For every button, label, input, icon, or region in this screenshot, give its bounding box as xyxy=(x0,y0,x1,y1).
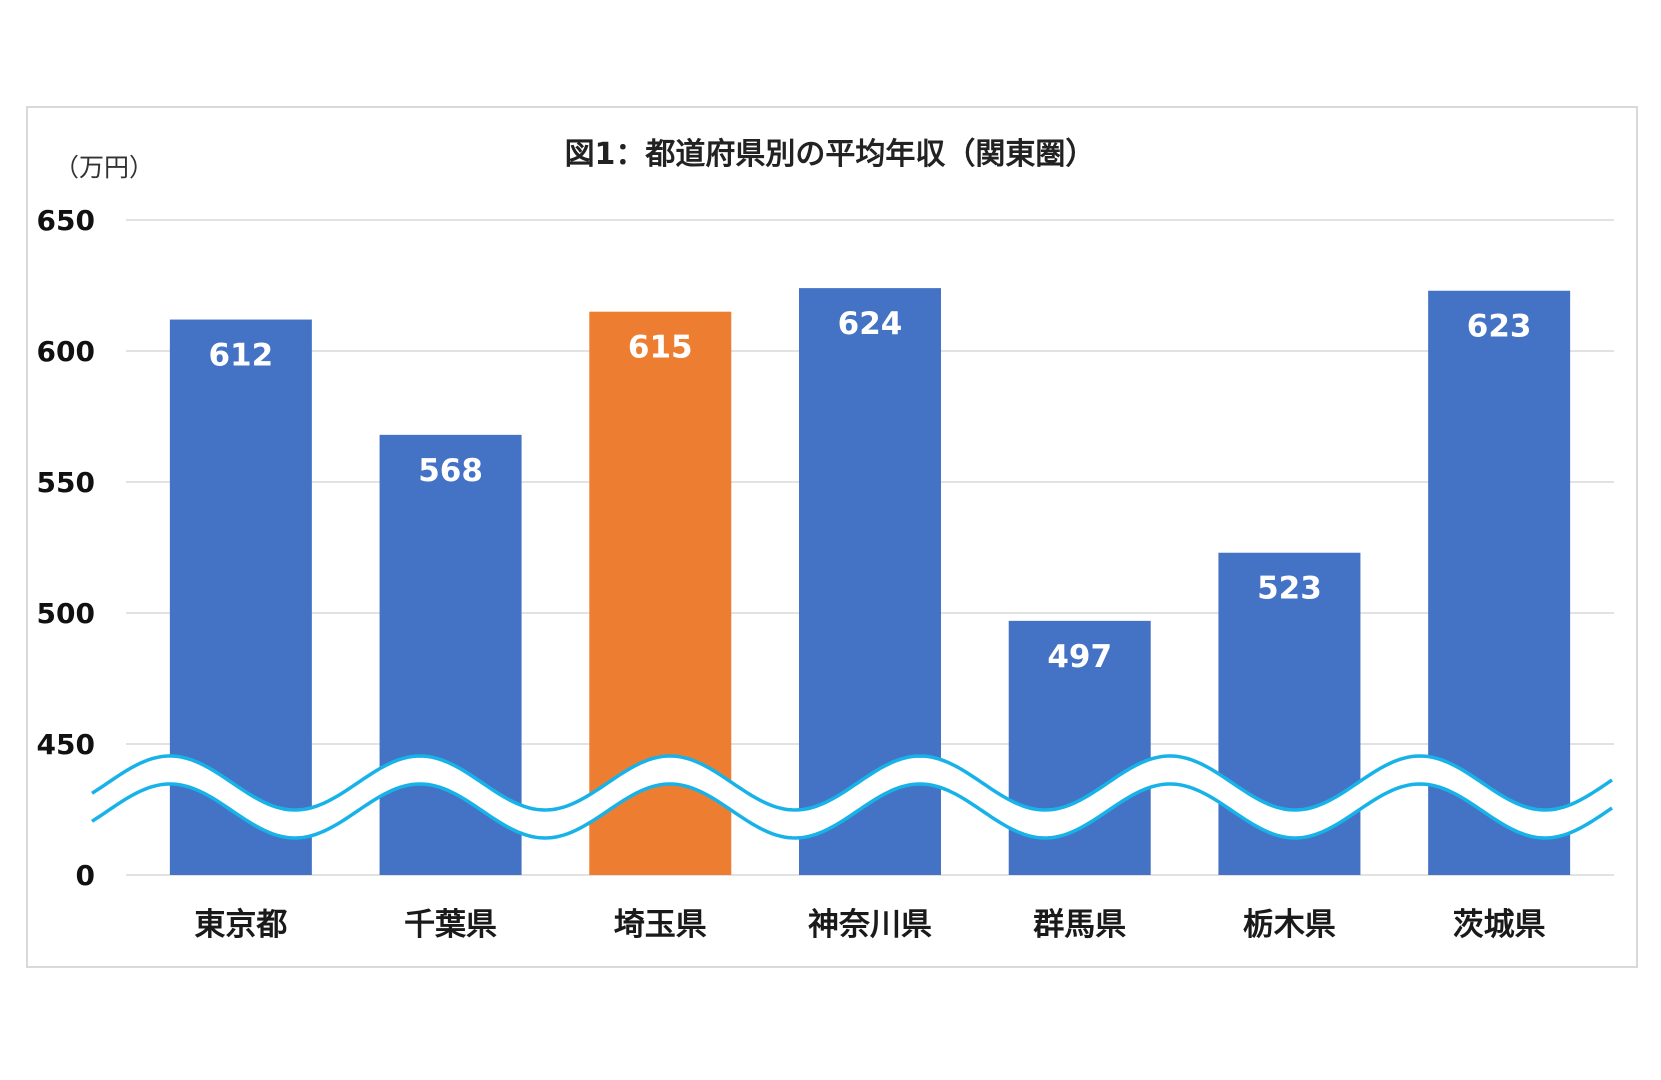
y-tick-label: 0 xyxy=(76,859,95,892)
chart-frame xyxy=(26,106,1638,968)
x-tick-label: 茨城県 xyxy=(1453,907,1546,943)
y-tick-label: 650 xyxy=(37,204,95,237)
y-tick-label: 600 xyxy=(37,335,95,368)
data-label: 568 xyxy=(418,453,483,489)
break-line-upper xyxy=(91,754,1613,812)
data-label: 523 xyxy=(1257,571,1322,607)
data-label: 612 xyxy=(208,338,273,374)
data-labels: 612 568 615 624 497 523 623 xyxy=(208,306,1531,675)
x-tick-label: 千葉県 xyxy=(404,907,497,943)
y-tick-label: 450 xyxy=(37,728,95,761)
x-tick-label: 栃木県 xyxy=(1243,907,1336,943)
data-label: 623 xyxy=(1467,309,1532,345)
y-axis-unit-label: （万円） xyxy=(54,153,154,182)
y-tick-label: 550 xyxy=(37,466,95,499)
chart-title: 図1：都道府県別の平均年収（関東圏） xyxy=(565,137,1096,172)
x-tick-label: 埼玉県 xyxy=(614,907,707,943)
break-band xyxy=(84,756,1620,838)
data-label: 497 xyxy=(1047,639,1112,675)
data-label: 615 xyxy=(628,330,693,366)
break-line-lower xyxy=(91,782,1613,840)
y-axis-ticks: 0 450 500 550 600 650 xyxy=(37,204,95,892)
x-axis-ticks: 東京都 千葉県 埼玉県 神奈川県 群馬県 栃木県 茨城県 xyxy=(194,907,1545,943)
x-tick-label: 群馬県 xyxy=(1032,907,1126,943)
x-tick-label: 神奈川県 xyxy=(808,907,932,943)
data-label: 624 xyxy=(838,306,903,342)
y-tick-label: 500 xyxy=(37,597,95,630)
axis-break-wave xyxy=(84,754,1620,840)
x-tick-label: 東京都 xyxy=(194,907,287,943)
gridlines xyxy=(126,219,1614,876)
